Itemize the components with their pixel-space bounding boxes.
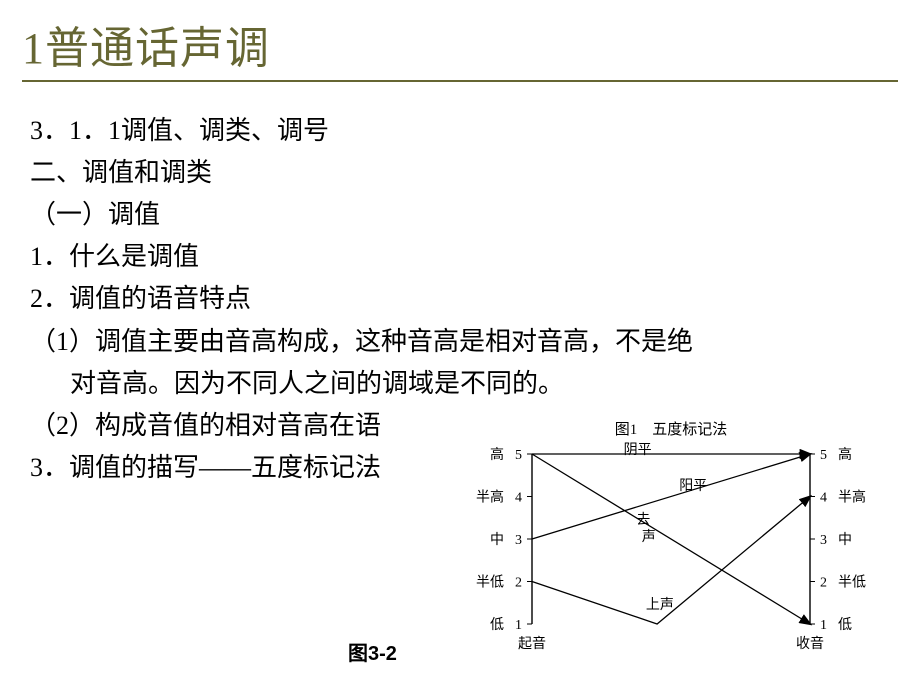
svg-text:图1 五度标记法: 图1 五度标记法 (615, 421, 728, 438)
line-item-1: 1．什么是调值 (30, 236, 890, 278)
svg-text:高: 高 (838, 446, 852, 463)
svg-text:半低: 半低 (476, 575, 504, 591)
svg-text:2: 2 (820, 576, 827, 591)
title-text: 普通话声调 (45, 24, 270, 73)
svg-text:2: 2 (515, 576, 522, 591)
svg-text:半高: 半高 (476, 489, 504, 506)
svg-text:起音: 起音 (518, 635, 546, 652)
svg-text:声: 声 (642, 529, 656, 545)
svg-text:4: 4 (515, 491, 522, 506)
svg-text:去: 去 (636, 512, 650, 528)
svg-text:3: 3 (820, 533, 827, 548)
line-heading-2: 二、调值和调类 (30, 152, 890, 194)
svg-text:5: 5 (820, 448, 827, 463)
line-section-number: 3．1．1调值、调类、调号 (30, 110, 890, 152)
svg-text:中: 中 (838, 532, 852, 548)
tone-diagram: 图1 五度标记法5高5高4半高4半高3中3中2半低2半低1低1低起音收音阴平阳平… (454, 414, 884, 662)
svg-text:5: 5 (515, 448, 522, 463)
svg-text:低: 低 (838, 617, 852, 633)
svg-text:半高: 半高 (838, 489, 866, 506)
svg-text:1: 1 (515, 618, 522, 633)
line-item-2: 2．调值的语音特点 (30, 278, 890, 320)
svg-text:中: 中 (490, 532, 504, 548)
svg-text:低: 低 (490, 617, 504, 633)
slide: 1普通话声调 3．1．1调值、调类、调号 二、调值和调类 （一）调值 1．什么是… (0, 0, 920, 690)
tone-diagram-svg: 图1 五度标记法5高5高4半高4半高3中3中2半低2半低1低1低起音收音阴平阳平… (454, 414, 884, 662)
slide-title: 1普通话声调 (22, 12, 898, 82)
title-number: 1 (22, 24, 45, 73)
svg-text:半低: 半低 (838, 575, 866, 591)
svg-text:上声: 上声 (646, 597, 674, 613)
line-sub-1b: 对音高。因为不同人之间的调域是不同的。 (30, 363, 890, 405)
svg-text:阳平: 阳平 (679, 478, 707, 494)
svg-text:4: 4 (820, 491, 827, 506)
svg-text:1: 1 (820, 618, 827, 633)
svg-text:阴平: 阴平 (624, 442, 652, 458)
figure-label: 图3-2 (348, 637, 397, 666)
svg-text:收音: 收音 (796, 635, 824, 652)
line-subheading-1: （一）调值 (30, 194, 890, 236)
line-sub-1a: （1）调值主要由音高构成，这种音高是相对音高，不是绝 (30, 321, 890, 363)
svg-text:高: 高 (490, 446, 504, 463)
svg-text:3: 3 (515, 533, 522, 548)
